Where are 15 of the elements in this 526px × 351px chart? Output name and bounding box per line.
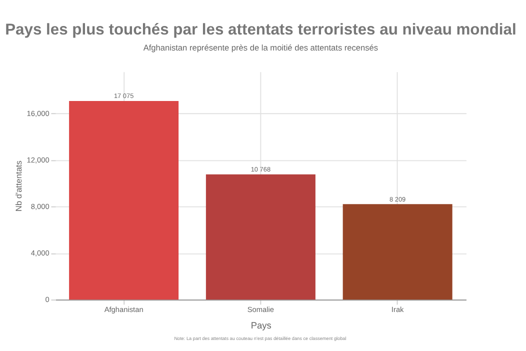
x-tick-label: Afghanistan: [104, 305, 144, 314]
x-axis-title: Pays: [250, 320, 272, 331]
bar: [206, 174, 316, 300]
y-tick-label: 16,000: [26, 108, 50, 118]
bar: [69, 101, 179, 300]
y-tick-label: 0: [45, 294, 50, 304]
y-tick-label: 4,000: [30, 248, 50, 258]
y-tick-label: 12,000: [26, 155, 50, 164]
chart-subtitle: Afghanistan représente près de la moitié des attentats recensés: [143, 42, 378, 52]
chart-title: Pays les plus touchés par les attentats terroristes au niveau mondial: [5, 22, 516, 39]
x-tick-label: Irak: [391, 305, 404, 314]
x-tick-label: Somalie: [247, 305, 274, 314]
bar: [342, 204, 452, 300]
y-tick-label: 8,000: [30, 202, 50, 211]
y-axis-title: Nb d'attentats: [13, 160, 24, 212]
